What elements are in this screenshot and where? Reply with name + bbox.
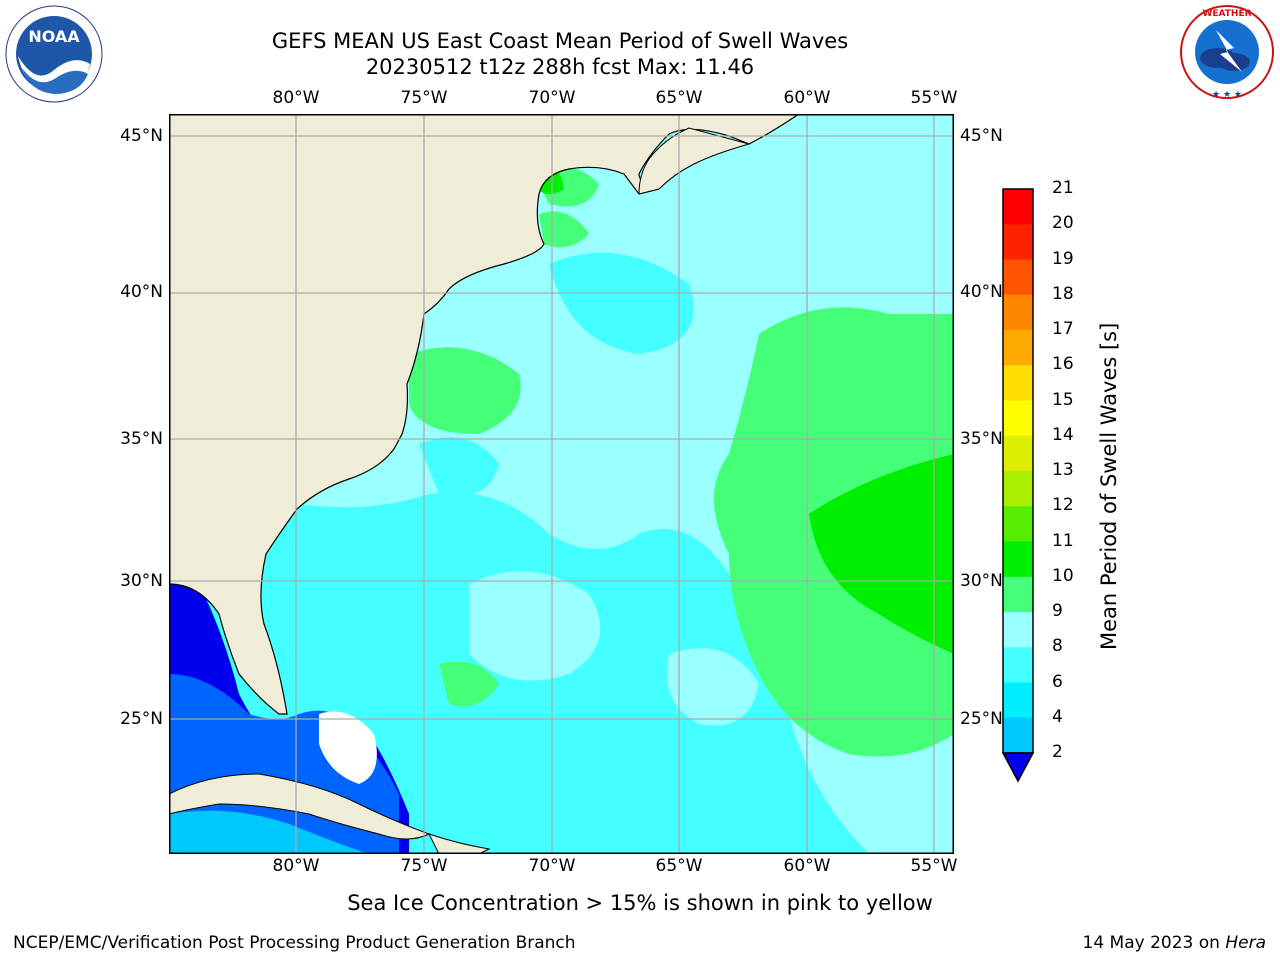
sea-ice-note: Sea Ice Concentration > 15% is shown in … <box>347 891 933 915</box>
lat-label-left-45n: 45°N <box>120 126 163 146</box>
lon-label-bottom-70w: 70°W <box>528 856 576 876</box>
lat-label-right-30n: 30°N <box>960 571 1003 591</box>
lat-label-left-40n: 40°N <box>120 282 163 302</box>
lon-label-top-75w: 75°W <box>400 88 448 108</box>
swell-period-map <box>169 114 954 854</box>
lon-label-top-60w: 60°W <box>783 88 831 108</box>
lon-label-top-65w: 65°W <box>655 88 703 108</box>
colorbar-segment <box>1003 612 1033 648</box>
lon-label-bottom-75w: 75°W <box>400 856 448 876</box>
swell-8-9-patch-b <box>667 648 759 726</box>
lat-label-right-25n: 25°N <box>960 709 1003 729</box>
lat-label-right-35n: 35°N <box>960 429 1003 449</box>
lon-label-bottom-55w: 55°W <box>910 856 958 876</box>
svg-text:★ ★ ★: ★ ★ ★ <box>1212 90 1242 100</box>
map-frame <box>169 114 954 854</box>
colorbar-tick-label: 2 <box>1052 742 1063 762</box>
footer-host: Hera <box>1225 933 1266 953</box>
colorbar-segment <box>1003 541 1033 578</box>
lon-label-bottom-65w: 65°W <box>655 856 703 876</box>
colorbar-segment <box>1003 400 1033 437</box>
footer-date: 14 May 2023 on Hera <box>1083 933 1267 953</box>
colorbar-tick-label: 14 <box>1052 424 1074 445</box>
colorbar-tick-label: 13 <box>1052 460 1074 480</box>
colorbar-tick-label: 18 <box>1052 283 1074 304</box>
lon-label-bottom-60w: 60°W <box>783 856 831 876</box>
swell-9-10-patch-s <box>439 661 499 707</box>
colorbar-tick-label: 6 <box>1052 671 1063 692</box>
colorbar-segment <box>1003 506 1033 542</box>
noaa-logo: NOAA <box>5 5 103 103</box>
colorbar-tick-label: 12 <box>1052 495 1074 516</box>
colorbar <box>1001 188 1035 783</box>
colorbar-label: Mean Period of Swell Waves [s] <box>1097 322 1121 650</box>
colorbar-segment <box>1003 224 1033 260</box>
colorbar-segment <box>1003 682 1033 719</box>
lon-label-top-70w: 70°W <box>528 88 576 108</box>
colorbar-segment <box>1003 330 1033 366</box>
colorbar-segment <box>1003 576 1033 613</box>
colorbar-extend-arrow <box>1001 752 1035 783</box>
swell-6-8-patch-north <box>549 252 694 354</box>
bahamas-shoal <box>319 711 377 784</box>
colorbar-segment <box>1003 471 1033 507</box>
colorbar-segment <box>1003 294 1033 331</box>
colorbar-tick-label: 19 <box>1052 248 1074 269</box>
colorbar-tick-label: 21 <box>1052 178 1074 198</box>
map-title: GEFS MEAN US East Coast Mean Period of S… <box>271 29 849 53</box>
lat-label-right-40n: 40°N <box>960 282 1003 302</box>
lon-label-top-55w: 55°W <box>910 88 958 108</box>
lat-label-right-45n: 45°N <box>960 126 1003 146</box>
swell-8-9-patch-a <box>469 571 601 681</box>
lat-label-left-25n: 25°N <box>120 709 163 729</box>
colorbar-tick-label: 20 <box>1052 213 1074 234</box>
cuba-land <box>169 773 431 840</box>
nova-scotia-land <box>638 127 751 195</box>
swell-6-gulf-south <box>169 810 369 854</box>
graticule <box>169 114 954 854</box>
colorbar-segment <box>1003 259 1033 296</box>
colorbar-segment <box>1003 365 1033 401</box>
svg-text:WEATHER: WEATHER <box>1202 9 1251 19</box>
lat-label-left-35n: 35°N <box>120 429 163 449</box>
colorbar-tick-label: 15 <box>1052 389 1074 410</box>
swell-6-8-patch-mid <box>419 437 499 496</box>
footer-date-text: 14 May 2023 on <box>1082 933 1226 953</box>
lat-label-left-30n: 30°N <box>120 571 163 591</box>
colorbar-tick-label: 9 <box>1052 601 1063 621</box>
lon-label-bottom-80w: 80°W <box>272 856 320 876</box>
map-subtitle: 20230512 t12z 288h fcst Max: 11.46 <box>365 55 755 79</box>
colorbar-tick-label: 4 <box>1052 706 1063 727</box>
colorbar-tick-label: 10 <box>1052 565 1074 586</box>
swell-9-10-west <box>409 347 521 434</box>
swell-10-11-east <box>809 454 954 654</box>
noaa-logo-text: NOAA <box>28 27 80 46</box>
colorbar-tick-label: 11 <box>1052 530 1074 551</box>
colorbar-segment <box>1003 189 1033 225</box>
colorbar-tick-label: 8 <box>1052 636 1063 657</box>
footer-credit: NCEP/EMC/Verification Post Processing Pr… <box>13 933 576 953</box>
lon-label-top-80w: 80°W <box>272 88 320 108</box>
colorbar-tick-label: 16 <box>1052 354 1074 375</box>
colorbar-segment <box>1003 647 1033 683</box>
nws-logo: WEATHER ★ ★ ★ <box>1180 5 1274 100</box>
colorbar-tick-label: 17 <box>1052 319 1074 339</box>
colorbar-segment <box>1003 717 1033 754</box>
colorbar-segment <box>1003 435 1033 472</box>
